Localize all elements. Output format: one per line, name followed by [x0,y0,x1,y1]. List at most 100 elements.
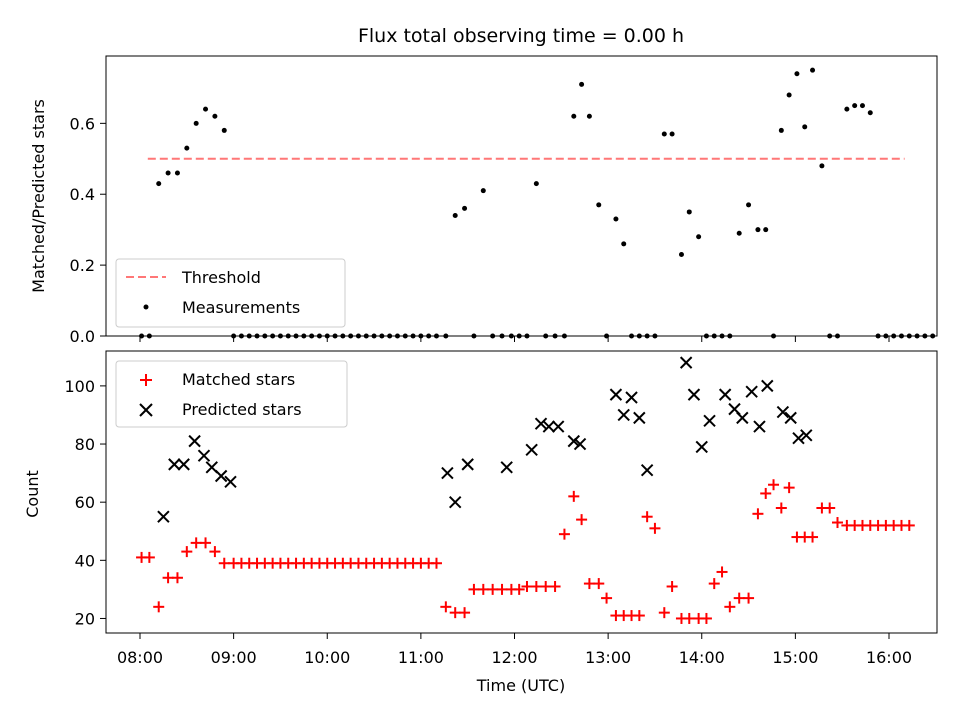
matched-star-point [775,502,787,514]
predicted-star-point [542,420,556,433]
bottom-panel: 20 40 60 80 100 08:00 09:00 10:00 11:00 12:00 13:… [23,350,938,695]
predicted-star-point [776,405,790,419]
chart-title: Flux total observing time = 0.00 h [358,25,684,47]
matched-star-point [487,583,499,595]
top-y-ticks: 0.0 0.2 0.4 0.6 [70,114,106,346]
measurement-point [678,251,684,257]
measurement-point [621,241,627,247]
predicted-star-point [695,440,708,454]
measurement-point [802,124,808,130]
matched-star-point [496,583,508,595]
predicted-star-point [753,420,766,433]
measurement-point [193,120,199,126]
predicted-star-point-b [525,443,538,457]
measurement-point [746,202,752,208]
predicted-star-point [609,388,623,401]
bottom-axes-frame [105,350,938,634]
predicted-star-point [525,443,538,457]
predicted-star-point-b [625,391,638,404]
measurement-point [794,71,800,77]
matched-star-point [583,578,595,590]
predicted-star-point [224,475,237,489]
matched-star-point [153,601,165,613]
matched-star-point [540,580,552,592]
matched-star-point [190,537,202,549]
predicted-star-point-b [609,388,623,401]
predicted-star-point [157,510,170,523]
predicted-star-point [551,420,565,433]
bottom-x-tick-label: 16:00 [866,648,912,667]
matched-star-point [593,578,605,590]
predicted-legend-label: Predicted stars [182,400,302,419]
matched-star-point [430,557,442,569]
matched-star-point [171,572,183,584]
bottom-x-tick-label: 12:00 [491,648,537,667]
predicted-star-point-b [718,388,732,401]
measurement-point [156,181,162,187]
measurement-point [462,205,468,211]
predicted-star-point [500,461,513,474]
matched-star-point [641,511,653,523]
predicted-star-point [784,411,797,425]
matched-star-point [708,578,720,590]
matched-star-point [733,592,745,604]
predicted-star-point-b [224,475,237,489]
bottom-x-tick-label: 08:00 [117,648,163,667]
predicted-star-point [625,391,638,404]
matched-star-point [783,482,795,494]
predicted-star-point [745,385,758,398]
top-y-tick-label: 0.6 [70,114,95,133]
measurement-point [452,212,458,218]
predicted-star-point-b [168,458,181,471]
bottom-x-tick-label: 15:00 [772,648,818,667]
measurement-point [571,113,577,119]
matched-star-point [576,514,588,526]
predicted-star-point [617,408,630,422]
measurement-point [579,81,585,87]
measurement-point [696,234,702,240]
bottom-y-ticks: 20 40 60 80 100 [64,377,106,628]
measurement-point [867,110,873,116]
predicted-star-point-b [617,408,630,422]
predicted-star-point-b [177,458,190,471]
predicted-star-point [761,379,774,393]
measurement-point [810,67,816,73]
matched-star-point [824,502,836,514]
measurement-point [586,113,592,119]
bottom-x-tick-label: 09:00 [211,648,257,667]
predicted-star-point-b [542,420,556,433]
predicted-star-point [461,458,474,471]
matched-star-point [743,592,755,604]
predicted-star-point [177,458,190,471]
bottom-x-ticks: 08:00 09:00 10:00 11:00 12:00 13:00 14:00 15:00… [117,633,912,667]
bottom-y-axis-label: Count [23,470,42,518]
matched-star-point [440,601,452,613]
predicted-star-point-b [728,402,741,416]
matched-star-point [903,519,915,531]
matched-star-point [530,580,542,592]
measurement-point [763,227,769,233]
matched-star-point [468,583,480,595]
matched-star-point [666,580,678,592]
measurement-point [165,170,171,176]
matched-star-point [459,607,471,619]
predicted-star-point [168,458,181,471]
matched-star-point [832,517,844,529]
matched-star-point [752,508,764,520]
predicted-star-point [448,495,462,509]
predicted-star-point [573,437,587,451]
bottom-legend-box [115,360,348,428]
measurement-point [596,202,602,208]
predicted-star-point-b [784,411,797,425]
measurements-legend-label: Measurements [182,298,300,317]
matched-star-point [633,610,645,622]
predicted-star-point-b [534,417,548,430]
matched-star-point [700,612,712,624]
predicted-star-point [703,414,716,427]
matched-star-point [658,607,670,619]
measurement-point [852,103,858,109]
measurement-point [480,188,486,194]
matched-star-point [649,522,661,534]
predicted-legend-swatch [139,403,153,417]
